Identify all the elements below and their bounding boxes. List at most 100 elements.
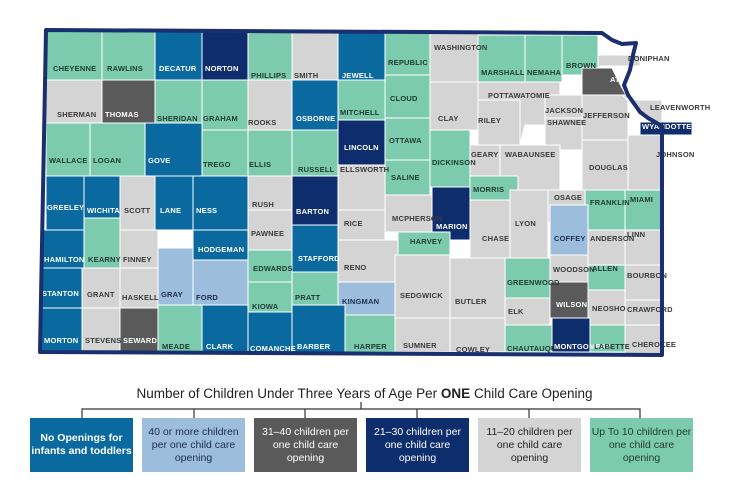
- county-label-doniphan: DONIPHAN: [628, 54, 670, 63]
- county-label-gray: GRAY: [161, 290, 183, 299]
- county-label-wabaunsee: WABAUNSEE: [505, 150, 556, 159]
- county-label-lyon: LYON: [515, 219, 536, 228]
- state-outline: [38, 28, 664, 357]
- county-label-smith: SMITH: [294, 71, 318, 80]
- county-label-kearny: KEARNY: [88, 255, 121, 264]
- county-label-norton: NORTON: [205, 64, 239, 73]
- county-label-sheridan: SHERIDAN: [157, 114, 198, 123]
- legend-item-11-20: 11–20 children per one child care openin…: [478, 418, 581, 472]
- legend-item-31-40: 31–40 children per one child care openin…: [254, 418, 357, 472]
- legend-title: Number of Children Under Three Years of …: [136, 386, 593, 401]
- county-label-nemaha: NEMAHA: [527, 68, 561, 77]
- county-label-chautauqua: CHAUTAUQUA: [507, 344, 563, 353]
- county-label-coffey: COFFEY: [554, 234, 586, 243]
- county-label-anderson: ANDERSON: [590, 234, 635, 243]
- county-label-comanche: COMANCHE: [250, 344, 296, 353]
- county-label-labette: LABETTE: [594, 342, 630, 351]
- county-label-lincoln: LINCOLN: [344, 143, 379, 152]
- county-label-allen: ALLEN: [592, 264, 618, 273]
- county-label-hodgeman: HODGEMAN: [198, 245, 244, 254]
- county-label-reno: RENO: [344, 263, 366, 272]
- county-label-washington: WASHINGTON: [434, 43, 488, 52]
- county-label-butler: BUTLER: [455, 297, 487, 306]
- county-label-graham: GRAHAM: [203, 114, 238, 123]
- county-label-greeley: GREELEY: [47, 203, 84, 212]
- county-label-russell: RUSSELL: [298, 165, 335, 174]
- county-label-montgomery: MONTGOMERY: [554, 342, 611, 351]
- county-label-harvey: HARVEY: [410, 237, 442, 246]
- county-label-leavenworth: LEAVENWORTH: [650, 103, 710, 112]
- county-label-wichita: WICHITA: [87, 206, 120, 215]
- county-label-hamilton: HAMILTON: [44, 255, 84, 264]
- county-label-osborne: OSBORNE: [296, 114, 335, 123]
- county-label-barber: BARBER: [297, 342, 331, 351]
- county-label-barton: BARTON: [296, 207, 329, 216]
- county-label-ness: NESS: [196, 206, 217, 215]
- county-label-linn: LINN: [627, 230, 645, 239]
- legend-item-no-openings: No Openings for infants and toddlers: [30, 418, 133, 472]
- county-label-lane: LANE: [160, 206, 181, 215]
- county-label-trego: TREGO: [203, 160, 231, 169]
- county-label-marshall: MARSHALL: [481, 68, 525, 77]
- county-label-osage: OSAGE: [554, 193, 582, 202]
- county-label-sherman: SHERMAN: [57, 110, 96, 119]
- county-label-thomas: THOMAS: [105, 110, 139, 119]
- county-label-crawford: CRAWFORD: [627, 305, 673, 314]
- county-label-kiowa: KIOWA: [252, 302, 279, 311]
- county-label-sedgwick: SEDGWICK: [400, 291, 443, 300]
- county-label-marion: MARION: [436, 222, 468, 231]
- county-label-bourbon: BOURBON: [627, 271, 667, 280]
- county-label-clay: CLAY: [438, 114, 459, 123]
- county-label-morton: MORTON: [44, 336, 78, 345]
- legend-item-21-30: 21–30 children per one child care openin…: [366, 418, 469, 472]
- county-label-rawlins: RAWLINS: [107, 64, 143, 73]
- county-label-dickinson: DICKINSON: [432, 158, 476, 167]
- county-label-morris: MORRIS: [473, 185, 504, 194]
- legend-item-40-plus: 40 or more children per one child care o…: [142, 418, 245, 472]
- county-label-wilson: WILSON: [556, 300, 587, 309]
- county-label-gove: GOVE: [148, 156, 170, 165]
- county-label-geary: GEARY: [471, 150, 498, 159]
- county-label-finney: FINNEY: [123, 255, 152, 264]
- county-label-jefferson: JEFFERSON: [583, 111, 630, 120]
- county-label-douglas: DOUGLAS: [589, 163, 628, 172]
- county-label-wallace: WALLACE: [49, 156, 87, 165]
- county-label-logan: LOGAN: [93, 156, 121, 165]
- county-label-sumner: SUMNER: [403, 341, 437, 350]
- county-label-franklin: FRANKLIN: [590, 198, 630, 207]
- county-label-cloud: CLOUD: [390, 94, 418, 103]
- county-label-decatur: DECATUR: [159, 64, 197, 73]
- county-label-cherokee: CHEROKEE: [632, 340, 676, 349]
- county-label-clark: CLARK: [206, 342, 234, 351]
- county-label-harper: HARPER: [354, 342, 387, 351]
- county-label-rice: RICE: [344, 219, 363, 228]
- county-label-stevens: STEVENS: [85, 336, 121, 345]
- county-label-haskell: HASKELL: [122, 293, 159, 302]
- county-label-pawnee: PAWNEE: [251, 229, 284, 238]
- county-label-atchison: ATCHISON: [610, 75, 650, 84]
- county-label-rooks: ROOKS: [248, 118, 277, 127]
- county-label-shawnee: SHAWNEE: [547, 118, 586, 127]
- county-label-greenwood: GREENWOOD: [507, 278, 560, 287]
- county-label-ellsworth: ELLSWORTH: [340, 165, 389, 174]
- county-label-saline: SALINE: [391, 173, 420, 182]
- county-label-pottawatomie: POTTAWATOMIE: [488, 91, 550, 100]
- county-label-jackson: JACKSON: [545, 106, 583, 115]
- county-wyandotte: [639, 121, 693, 136]
- county-label-wyandotte: WYANDOTTE: [642, 122, 691, 131]
- county-label-cowley: COWLEY: [456, 345, 490, 354]
- county-nemaha: [524, 34, 563, 83]
- county-label-elk: ELK: [508, 307, 524, 316]
- legend-item-up-to-10: Up To 10 children per one child care ope…: [590, 418, 693, 472]
- county-label-neosho: NEOSHO: [592, 304, 626, 313]
- county-label-johnson: JOHNSON: [656, 150, 695, 159]
- legend: No Openings for infants and toddlers 40 …: [30, 418, 693, 472]
- county-label-riley: RILEY: [478, 116, 501, 125]
- county-label-kingman: KINGMAN: [342, 297, 379, 306]
- county-label-ellis: ELLIS: [249, 160, 271, 169]
- county-label-woodson: WOODSON: [553, 265, 595, 274]
- county-label-jewell: JEWELL: [342, 71, 374, 80]
- county-label-meade: MEADE: [162, 342, 190, 351]
- county-label-grant: GRANT: [87, 290, 115, 299]
